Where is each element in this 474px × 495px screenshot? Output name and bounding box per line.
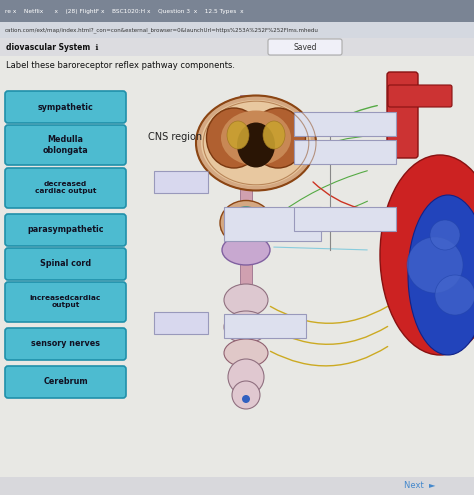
- FancyBboxPatch shape: [5, 168, 126, 208]
- FancyBboxPatch shape: [224, 314, 306, 338]
- FancyBboxPatch shape: [387, 72, 418, 158]
- Ellipse shape: [220, 200, 272, 246]
- Circle shape: [435, 275, 474, 315]
- Ellipse shape: [263, 121, 285, 149]
- Text: Label these baroreceptor reflex pathway components.: Label these baroreceptor reflex pathway …: [6, 61, 235, 70]
- FancyBboxPatch shape: [154, 171, 208, 193]
- Ellipse shape: [224, 284, 268, 316]
- Circle shape: [237, 219, 244, 227]
- Ellipse shape: [201, 100, 311, 186]
- Ellipse shape: [227, 121, 249, 149]
- Circle shape: [248, 219, 255, 227]
- Ellipse shape: [224, 339, 268, 367]
- Circle shape: [242, 395, 250, 403]
- Circle shape: [228, 359, 264, 395]
- Bar: [0, 38, 474, 56]
- FancyBboxPatch shape: [294, 112, 396, 136]
- FancyBboxPatch shape: [5, 328, 126, 360]
- Text: Next  ►: Next ►: [404, 482, 436, 491]
- FancyBboxPatch shape: [5, 91, 126, 123]
- Ellipse shape: [250, 108, 306, 168]
- Text: parasympathetic: parasympathetic: [27, 226, 104, 235]
- Text: decreased
cardiac output: decreased cardiac output: [35, 182, 96, 195]
- Ellipse shape: [207, 108, 262, 168]
- Ellipse shape: [408, 195, 474, 355]
- Circle shape: [430, 220, 460, 250]
- FancyBboxPatch shape: [388, 85, 452, 107]
- Text: cation.com/ext/map/index.html?_con=con&external_browser=0&launchUrl=https%253A%2: cation.com/ext/map/index.html?_con=con&e…: [5, 27, 319, 33]
- Ellipse shape: [237, 122, 275, 167]
- Circle shape: [243, 219, 249, 227]
- Text: CNS region: CNS region: [148, 132, 202, 142]
- Bar: [0, 22, 474, 38]
- Ellipse shape: [196, 96, 316, 191]
- FancyBboxPatch shape: [294, 140, 396, 164]
- Ellipse shape: [222, 235, 270, 265]
- Bar: [0, 56, 474, 495]
- FancyBboxPatch shape: [294, 207, 396, 231]
- FancyBboxPatch shape: [268, 39, 342, 55]
- Ellipse shape: [221, 110, 291, 165]
- Bar: [0, 477, 474, 495]
- Text: Saved: Saved: [293, 43, 317, 51]
- FancyBboxPatch shape: [5, 366, 126, 398]
- Bar: [0, 0, 474, 22]
- FancyBboxPatch shape: [5, 282, 126, 322]
- Text: Medulla
oblongata: Medulla oblongata: [43, 135, 88, 155]
- Bar: [240, 95, 252, 345]
- FancyBboxPatch shape: [224, 207, 321, 241]
- Circle shape: [232, 381, 260, 409]
- Text: sympathetic: sympathetic: [37, 102, 93, 111]
- Ellipse shape: [227, 207, 265, 239]
- FancyBboxPatch shape: [5, 125, 126, 165]
- Text: sensory nerves: sensory nerves: [31, 340, 100, 348]
- FancyBboxPatch shape: [154, 312, 208, 334]
- Text: Cerebrum: Cerebrum: [43, 378, 88, 387]
- Text: increasedcardiac
output: increasedcardiac output: [30, 296, 101, 308]
- Ellipse shape: [380, 155, 474, 355]
- Text: Spinal cord: Spinal cord: [40, 259, 91, 268]
- FancyBboxPatch shape: [5, 214, 126, 246]
- FancyBboxPatch shape: [5, 248, 126, 280]
- Text: diovascular System  ℹ: diovascular System ℹ: [6, 43, 99, 51]
- Text: re x    Netflix      x    (28) FlightF x    BSC1020:H x    Question 3  x    12.5: re x Netflix x (28) FlightF x BSC1020:H …: [5, 8, 244, 13]
- Ellipse shape: [224, 311, 268, 343]
- Circle shape: [407, 237, 463, 293]
